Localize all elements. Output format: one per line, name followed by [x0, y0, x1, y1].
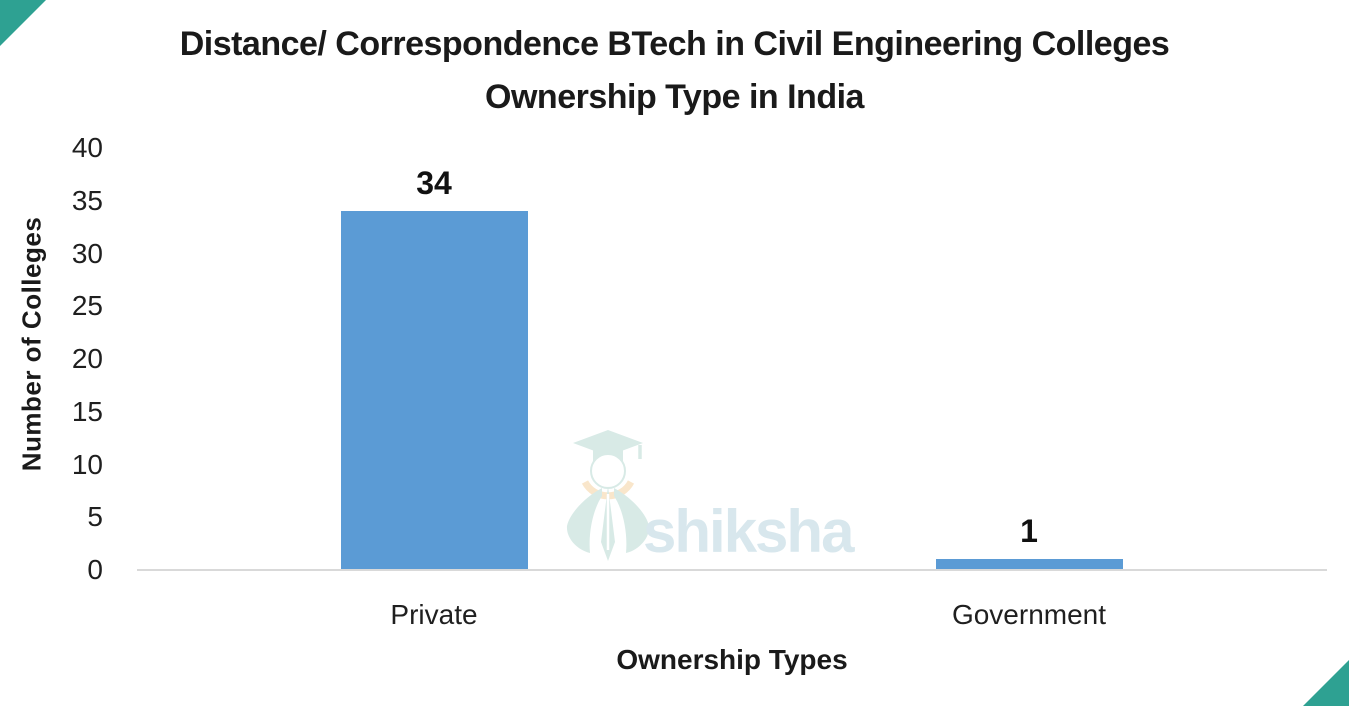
shiksha-logo-icon — [566, 430, 650, 561]
y-tick-label: 20 — [71, 343, 103, 374]
chart-title-line2: Ownership Type in India — [485, 78, 864, 116]
chart-title: Distance/ Correspondence BTech in Civil … — [0, 18, 1349, 124]
bar-value-label-government: 1 — [1020, 513, 1038, 549]
category-label-private: Private — [390, 599, 478, 630]
y-tick-label: 40 — [71, 132, 103, 163]
bar-government — [935, 559, 1123, 570]
y-tick-label: 35 — [71, 184, 103, 216]
x-axis-baseline — [137, 569, 1327, 571]
y-tick-label: 10 — [71, 448, 103, 480]
y-tick-label: 15 — [71, 395, 103, 427]
y-tick-label: 0 — [87, 554, 103, 585]
shiksha-watermark-text: shiksha — [643, 498, 855, 564]
corner-accent-bottom-right-icon — [1303, 660, 1349, 706]
chart-title-line1: Distance/ Correspondence BTech in Civil … — [179, 25, 1170, 63]
category-label-government: Government — [951, 599, 1107, 630]
bar-value-label-private: 34 — [416, 165, 452, 201]
corner-accent-top-left-icon — [0, 0, 46, 46]
bar-private — [340, 211, 528, 570]
y-tick-label: 5 — [87, 501, 103, 533]
shiksha-watermark: shiksha — [566, 430, 857, 564]
y-tick-label: 25 — [71, 290, 103, 322]
x-axis-title: Ownership Types — [616, 644, 848, 675]
y-tick-label: 30 — [71, 237, 103, 269]
